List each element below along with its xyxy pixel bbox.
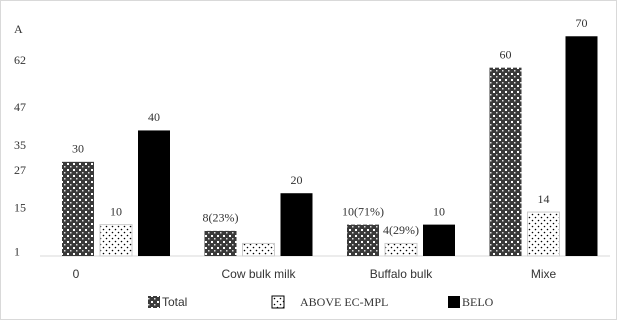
y-tick-label: 15 bbox=[14, 201, 26, 215]
value-label: 8(23%) bbox=[203, 211, 239, 225]
y-tick-label: 27 bbox=[14, 163, 26, 177]
y-tick-label: 47 bbox=[14, 100, 26, 114]
bar bbox=[384, 242, 418, 257]
y-tick-label: 35 bbox=[14, 138, 26, 152]
legend-label: BELO bbox=[462, 295, 494, 309]
value-label: 30 bbox=[72, 142, 84, 156]
legend-label: ABOVE EC-MPL bbox=[300, 295, 388, 309]
x-tick-label: 0 bbox=[73, 267, 80, 281]
bar bbox=[99, 224, 133, 257]
value-label: 14 bbox=[538, 192, 550, 206]
x-tick-label: Mixe bbox=[531, 267, 557, 281]
value-label: 4(29%) bbox=[383, 223, 419, 237]
value-label: 10(71%) bbox=[342, 204, 384, 218]
bar bbox=[204, 230, 237, 256]
y-tick-label: 62 bbox=[14, 53, 26, 67]
legend-swatch bbox=[448, 296, 460, 308]
bar bbox=[565, 36, 598, 257]
bar bbox=[489, 67, 522, 257]
bar bbox=[423, 224, 455, 256]
bar bbox=[138, 130, 170, 256]
bar bbox=[347, 224, 379, 256]
bar bbox=[62, 161, 94, 256]
y-axis-label: A bbox=[14, 22, 23, 36]
value-label: 60 bbox=[500, 47, 512, 61]
y-tick-label: 1 bbox=[14, 245, 20, 259]
legend-swatch bbox=[271, 295, 285, 309]
x-tick-label: Buffalo bulk bbox=[370, 267, 433, 281]
value-label: 10 bbox=[433, 204, 445, 218]
value-label: 40 bbox=[148, 110, 160, 124]
value-label: 10 bbox=[110, 204, 122, 218]
legend-label: Total bbox=[162, 295, 187, 309]
x-tick-label: Cow bulk milk bbox=[221, 267, 296, 281]
bar bbox=[242, 242, 275, 257]
value-label: 70 bbox=[576, 16, 588, 30]
bar bbox=[280, 193, 313, 256]
value-label: 20 bbox=[291, 173, 303, 187]
bar bbox=[527, 211, 560, 257]
legend-swatch bbox=[148, 296, 160, 308]
